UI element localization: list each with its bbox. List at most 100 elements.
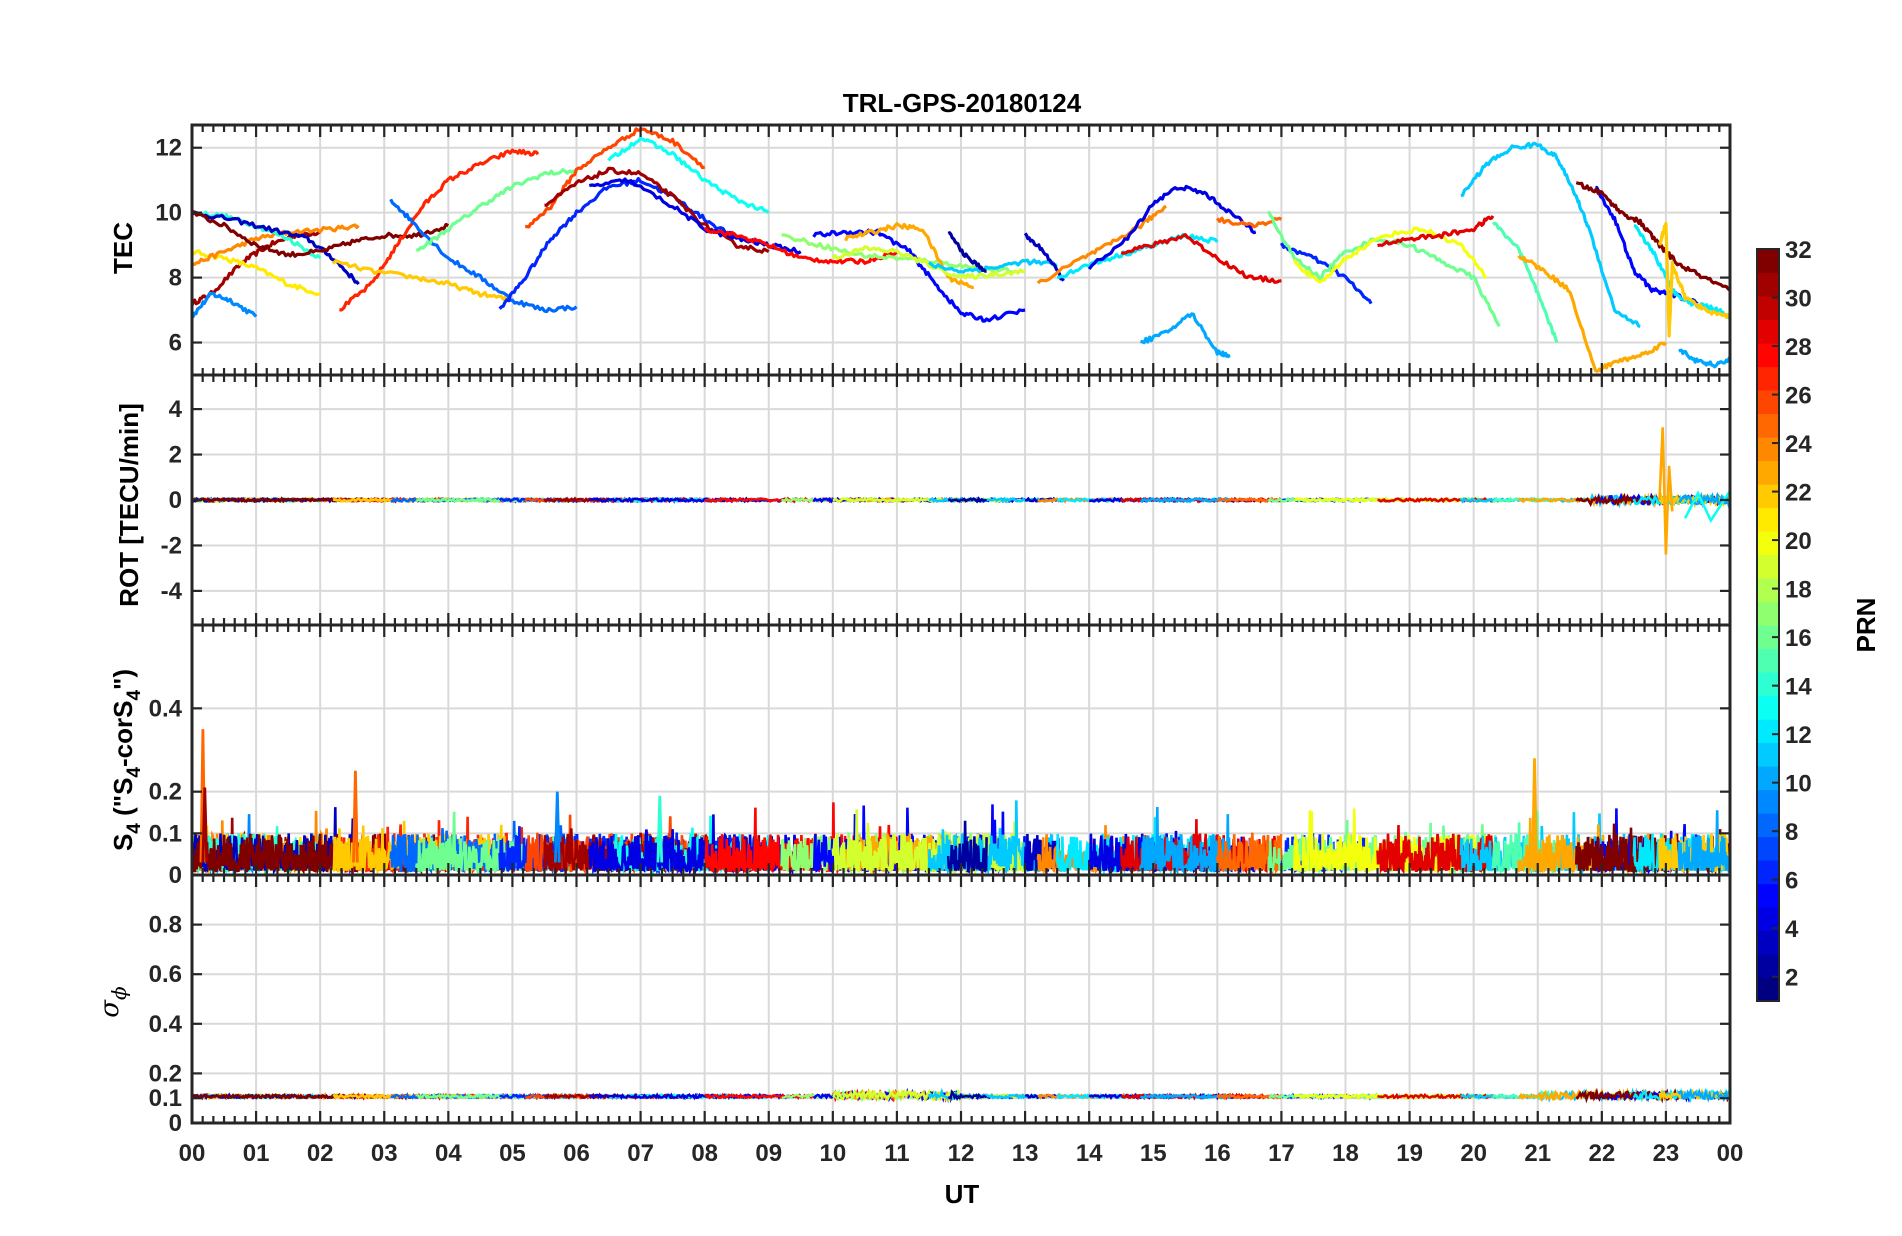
colorbar-bin	[1757, 531, 1779, 556]
colorbar-tick-label: 12	[1785, 722, 1812, 749]
colorbar-tick-label: 14	[1785, 674, 1812, 701]
colorbar-bin	[1757, 272, 1779, 297]
s4-peak-prn-9	[554, 791, 561, 863]
tec-series	[192, 127, 1730, 373]
rot-line-prn-10	[1140, 496, 1231, 504]
colorbar-tick-label: 16	[1785, 625, 1812, 652]
x-tick-label: 06	[563, 1140, 590, 1167]
x-tick-label: 14	[1076, 1140, 1103, 1167]
colorbar-bin	[1757, 319, 1779, 344]
colorbar-tick-label: 22	[1785, 480, 1812, 507]
colorbar-tick-label: 24	[1785, 431, 1812, 458]
tec-line-prn-23	[844, 222, 974, 290]
tec-line-prn-5	[812, 228, 1026, 323]
sigma-line-prn-10	[1677, 1088, 1730, 1103]
tec-line-prn-16	[416, 168, 577, 252]
colorbar-bin	[1757, 625, 1779, 650]
tec-line-prn-8	[389, 198, 578, 314]
tec-line-prn-28	[703, 226, 899, 265]
colorbar-bin	[1757, 554, 1779, 579]
rot-spike-prn-23	[1658, 427, 1674, 555]
y-tick-label: 8	[169, 265, 182, 292]
x-tick-label: 11	[884, 1140, 909, 1167]
x-tick-label: 05	[499, 1140, 526, 1167]
colorbar-bin	[1757, 789, 1779, 814]
colorbar-tick-label: 10	[1785, 771, 1812, 798]
colorbar-tick-label: 32	[1785, 237, 1812, 264]
tec-line-prn-22	[1657, 221, 1730, 338]
s4-line-prn-2	[946, 820, 988, 874]
s4-line-prn-10	[1139, 806, 1232, 875]
tec-line-prn-26	[525, 127, 705, 229]
tec-line-prn-25	[1216, 216, 1282, 229]
y-tick-label: 0.1	[149, 820, 182, 847]
colorbar-bin	[1757, 390, 1779, 415]
x-tick-label: 10	[819, 1140, 846, 1167]
x-tick-label: 08	[691, 1140, 718, 1167]
tec-line-prn-2	[947, 231, 987, 273]
colorbar-bin	[1757, 860, 1779, 885]
tec-ylabel: TEC	[108, 222, 138, 274]
colorbar-tick-label: 6	[1785, 868, 1798, 895]
s4-panel: 0 0.1 0.2 0.4	[149, 623, 1732, 889]
y-tick-label: 12	[155, 135, 182, 162]
tec-line-prn-27	[339, 148, 540, 312]
sigma-ylabel: σϕ	[95, 986, 131, 1018]
x-tick-label: 22	[1588, 1140, 1615, 1167]
colorbar-bin	[1757, 813, 1779, 838]
s4-peak-prn-23	[1531, 758, 1538, 863]
x-tick-label: 18	[1332, 1140, 1359, 1167]
y-tick-label: 0	[169, 862, 182, 889]
y-tick-label: 0.2	[149, 779, 182, 806]
y-tick-label: 0	[169, 1110, 182, 1137]
x-tick-label: 02	[307, 1140, 334, 1167]
rot-spike-prn-13	[1683, 490, 1730, 524]
tec-line-prn-23	[1517, 254, 1668, 373]
colorbar-bin	[1757, 578, 1779, 603]
x-tick-label: 21	[1524, 1140, 1551, 1167]
colorbar-bin	[1757, 883, 1779, 908]
y-tick-label: 10	[155, 200, 182, 227]
colorbar-bin	[1757, 977, 1779, 1002]
colorbar-bin	[1757, 907, 1779, 932]
rot-ylabel: ROT [TECU/min]	[114, 403, 144, 607]
s4-ylabel: S4 ("S4-corS4")	[108, 669, 145, 851]
colorbar-bin	[1757, 672, 1779, 697]
y-tick-label: 6	[169, 330, 182, 357]
y-tick-label: 4	[169, 396, 183, 423]
colorbar-bin	[1757, 437, 1779, 462]
colorbar-tick-label: 26	[1785, 383, 1812, 410]
tec-line-prn-12	[1633, 223, 1730, 320]
tec-line-prn-19	[831, 245, 1026, 280]
tec-line-prn-10	[1678, 348, 1730, 369]
colorbar-tick-label: 8	[1785, 819, 1798, 846]
tec-line-prn-31	[544, 166, 770, 254]
colorbar-bin	[1757, 742, 1779, 767]
colorbar-bin	[1757, 930, 1779, 955]
colorbar-bin	[1757, 343, 1779, 368]
x-tick-label: 23	[1653, 1140, 1680, 1167]
colorbar-bin	[1757, 413, 1779, 438]
y-tick-label: 0.4	[149, 695, 183, 722]
tec-line-prn-24	[192, 223, 360, 267]
s4-peak-prn-31	[201, 787, 209, 863]
y-tick-label: 0.8	[149, 912, 182, 939]
rot-panel: -4 -2 0 2 4	[161, 373, 1732, 627]
sigma-line-prn-10	[1139, 1092, 1231, 1100]
rot-series	[192, 427, 1730, 555]
tec-line-prn-17	[781, 233, 1014, 275]
y-tick-label: 0.1	[149, 1085, 182, 1112]
y-tick-label: 0	[169, 487, 182, 514]
tec-line-prn-22	[331, 259, 513, 302]
y-tick-label: -4	[161, 578, 183, 605]
colorbar-bin	[1757, 766, 1779, 791]
colorbar-tick-label: 2	[1785, 965, 1798, 992]
s4-peak-prn-25	[352, 770, 359, 863]
colorbar-bin	[1757, 954, 1779, 979]
y-tick-label: 2	[169, 442, 182, 469]
x-tick-label: 00	[1717, 1140, 1744, 1167]
x-tick-label: 07	[627, 1140, 654, 1167]
tec-line-prn-32	[1575, 181, 1730, 292]
x-tick-label: 17	[1268, 1140, 1295, 1167]
